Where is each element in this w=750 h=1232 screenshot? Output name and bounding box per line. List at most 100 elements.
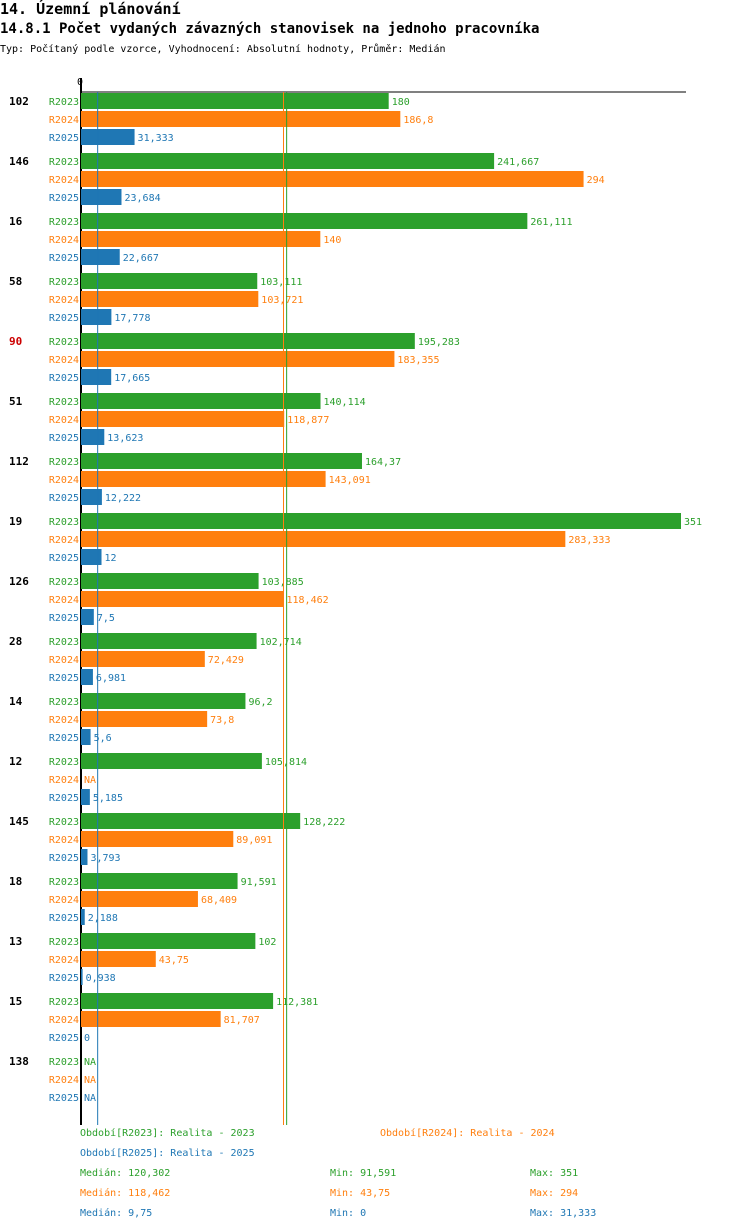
value-label-R2024-58: 103,721 bbox=[261, 295, 303, 306]
stat-max-r2025: Max: 31,333 bbox=[530, 1208, 597, 1219]
series-label-R2023-58: R2023 bbox=[49, 277, 79, 288]
series-label-R2024-14: R2024 bbox=[49, 715, 79, 726]
series-label-R2025-90: R2025 bbox=[49, 373, 79, 384]
bar-R2024-102 bbox=[81, 111, 401, 127]
stat-min-r2024: Min: 43,75 bbox=[330, 1188, 391, 1199]
value-label-R2023-112: 164,37 bbox=[365, 457, 401, 468]
stat-median-r2023: Medián: 120,302 bbox=[80, 1168, 171, 1179]
stat-median-r2024: Medián: 118,462 bbox=[80, 1188, 171, 1199]
value-label-R2023-18: 91,591 bbox=[241, 877, 277, 888]
value-label-R2023-19: 351 bbox=[684, 517, 702, 528]
value-label-R2024-138: NA bbox=[84, 1075, 96, 1086]
category-label-28: 28 bbox=[9, 635, 22, 648]
series-label-R2023-138: R2023 bbox=[49, 1057, 79, 1068]
series-label-R2023-51: R2023 bbox=[49, 397, 79, 408]
series-label-R2023-90: R2023 bbox=[49, 337, 79, 348]
value-label-R2024-145: 89,091 bbox=[236, 835, 272, 846]
value-label-R2025-15: 0 bbox=[84, 1033, 90, 1044]
value-label-R2024-126: 118,462 bbox=[286, 595, 328, 606]
bar-R2023-19 bbox=[81, 513, 681, 529]
bar-R2025-13 bbox=[81, 969, 83, 985]
series-label-R2025-15: R2025 bbox=[49, 1033, 79, 1044]
value-label-R2024-16: 140 bbox=[323, 235, 341, 246]
bar-R2025-112 bbox=[81, 489, 102, 505]
series-label-R2024-146: R2024 bbox=[49, 175, 79, 186]
bar-R2024-16 bbox=[81, 231, 321, 247]
series-label-R2024-19: R2024 bbox=[49, 535, 79, 546]
series-label-R2025-126: R2025 bbox=[49, 613, 79, 624]
bar-R2025-102 bbox=[81, 129, 135, 145]
series-label-R2025-112: R2025 bbox=[49, 493, 79, 504]
value-label-R2025-16: 22,667 bbox=[123, 253, 159, 264]
value-label-R2025-51: 13,623 bbox=[107, 433, 143, 444]
bar-R2025-28 bbox=[81, 669, 93, 685]
value-label-R2024-15: 81,707 bbox=[224, 1015, 260, 1026]
bar-R2024-14 bbox=[81, 711, 208, 727]
bar-R2023-18 bbox=[81, 873, 238, 889]
category-label-138: 138 bbox=[9, 1055, 29, 1068]
bar-R2023-146 bbox=[81, 153, 495, 169]
series-label-R2024-102: R2024 bbox=[49, 115, 79, 126]
bar-R2025-51 bbox=[81, 429, 105, 445]
category-label-112: 112 bbox=[9, 455, 29, 468]
bar-R2024-18 bbox=[81, 891, 198, 907]
value-label-R2025-90: 17,665 bbox=[114, 373, 150, 384]
value-label-R2024-12: NA bbox=[84, 775, 96, 786]
series-label-R2024-16: R2024 bbox=[49, 235, 79, 246]
series-label-R2025-18: R2025 bbox=[49, 913, 79, 924]
value-label-R2025-138: NA bbox=[84, 1093, 96, 1104]
value-label-R2023-14: 96,2 bbox=[248, 697, 272, 708]
bar-R2024-146 bbox=[81, 171, 584, 187]
value-label-R2024-28: 72,429 bbox=[208, 655, 244, 666]
series-label-R2023-16: R2023 bbox=[49, 217, 79, 228]
chart-title: 14.8.1 Počet vydaných závazných stanovis… bbox=[0, 21, 540, 37]
bar-R2023-126 bbox=[81, 573, 259, 589]
value-label-R2023-28: 102,714 bbox=[260, 637, 302, 648]
value-label-R2025-102: 31,333 bbox=[138, 133, 174, 144]
value-label-R2025-145: 3,793 bbox=[90, 853, 120, 864]
series-label-R2024-126: R2024 bbox=[49, 595, 79, 606]
value-label-R2024-102: 186,8 bbox=[403, 115, 433, 126]
series-label-R2024-13: R2024 bbox=[49, 955, 79, 966]
series-label-R2025-16: R2025 bbox=[49, 253, 79, 264]
bar-R2024-13 bbox=[81, 951, 156, 967]
value-label-R2025-13: 0,938 bbox=[86, 973, 116, 984]
value-label-R2024-51: 118,877 bbox=[287, 415, 329, 426]
category-label-12: 12 bbox=[9, 755, 22, 768]
bar-R2023-15 bbox=[81, 993, 274, 1009]
bar-R2023-102 bbox=[81, 93, 389, 109]
series-label-R2023-15: R2023 bbox=[49, 997, 79, 1008]
series-label-R2023-14: R2023 bbox=[49, 697, 79, 708]
series-label-R2023-28: R2023 bbox=[49, 637, 79, 648]
category-label-58: 58 bbox=[9, 275, 22, 288]
bar-R2025-126 bbox=[81, 609, 94, 625]
value-label-R2025-12: 5,185 bbox=[93, 793, 123, 804]
stat-min-r2025: Min: 0 bbox=[330, 1208, 367, 1219]
category-label-18: 18 bbox=[9, 875, 22, 888]
bar-R2023-12 bbox=[81, 753, 262, 769]
bar-R2024-145 bbox=[81, 831, 234, 847]
value-label-R2025-19: 12 bbox=[105, 553, 117, 564]
bar-R2024-28 bbox=[81, 651, 205, 667]
bar-R2023-145 bbox=[81, 813, 301, 829]
category-label-16: 16 bbox=[9, 215, 23, 228]
series-label-R2023-12: R2023 bbox=[49, 757, 79, 768]
bar-R2024-51 bbox=[81, 411, 285, 427]
series-label-R2024-90: R2024 bbox=[49, 355, 79, 366]
series-label-R2023-102: R2023 bbox=[49, 97, 79, 108]
bar-R2024-15 bbox=[81, 1011, 221, 1027]
category-label-90: 90 bbox=[9, 335, 22, 348]
bar-R2023-112 bbox=[81, 453, 362, 469]
bar-R2024-58 bbox=[81, 291, 259, 307]
bar-R2024-90 bbox=[81, 351, 395, 367]
value-label-R2023-16: 261,111 bbox=[530, 217, 572, 228]
category-label-102: 102 bbox=[9, 95, 29, 108]
series-label-R2025-138: R2025 bbox=[49, 1093, 79, 1104]
bar-R2024-112 bbox=[81, 471, 326, 487]
value-label-R2025-18: 2,188 bbox=[88, 913, 118, 924]
category-label-126: 126 bbox=[9, 575, 29, 588]
value-label-R2025-112: 12,222 bbox=[105, 493, 141, 504]
bar-R2023-51 bbox=[81, 393, 321, 409]
bar-R2025-16 bbox=[81, 249, 120, 265]
series-label-R2024-15: R2024 bbox=[49, 1015, 79, 1026]
